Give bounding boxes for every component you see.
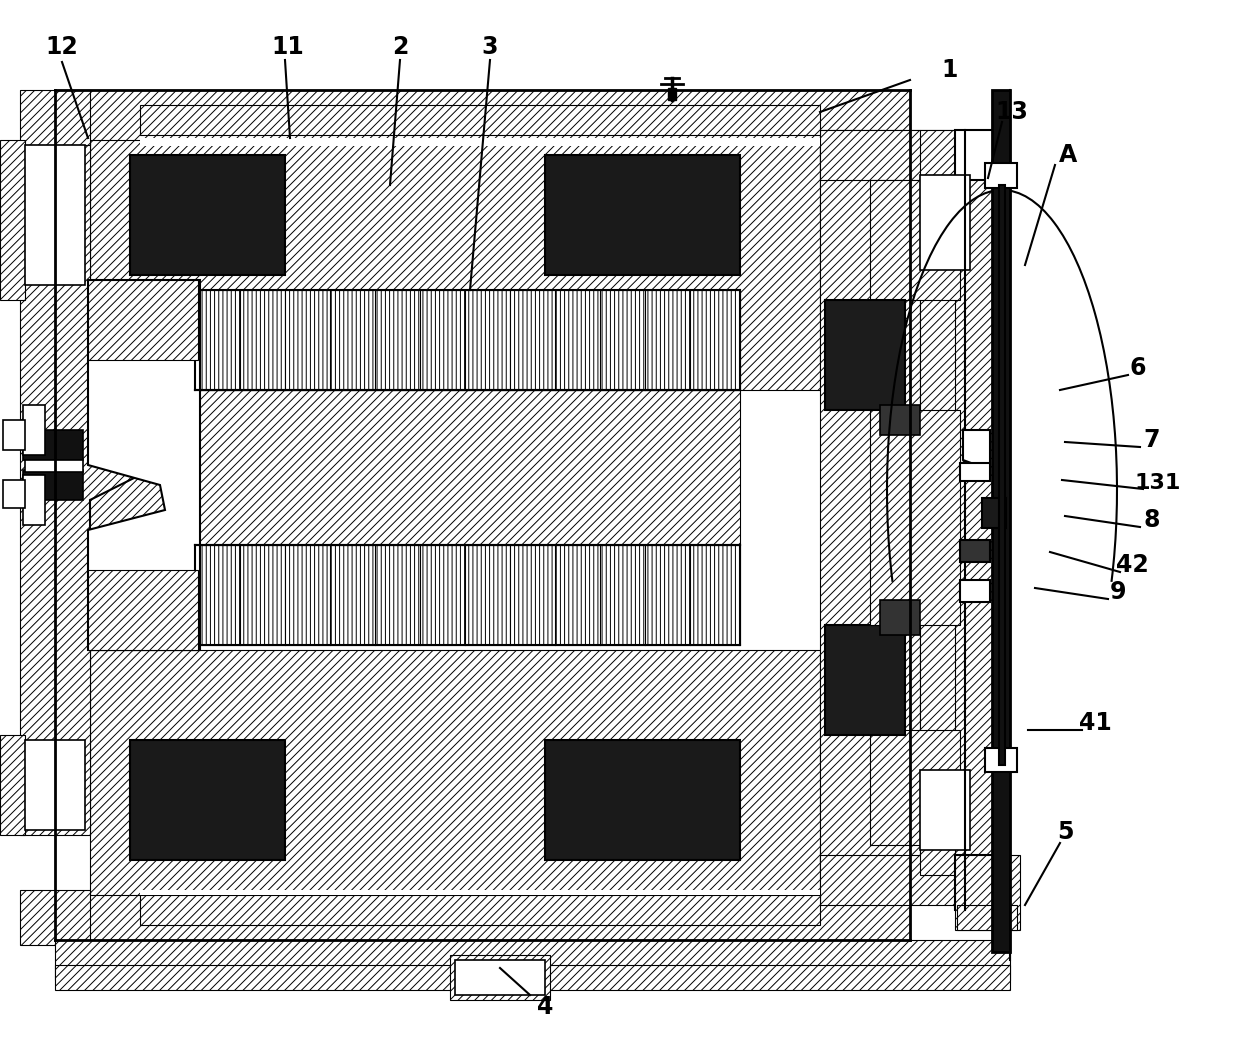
Bar <box>450 956 551 1000</box>
Bar <box>820 130 920 870</box>
Bar <box>140 138 820 146</box>
Text: 7: 7 <box>1143 428 1161 452</box>
Bar <box>91 130 820 390</box>
Text: 41: 41 <box>1079 711 1111 735</box>
Bar <box>88 570 198 650</box>
Bar <box>920 130 965 875</box>
Text: 12: 12 <box>46 35 78 59</box>
Bar <box>2 480 25 508</box>
Bar <box>960 463 990 481</box>
Bar <box>55 90 910 140</box>
Bar <box>870 410 960 625</box>
Bar <box>668 88 676 100</box>
Bar <box>982 498 1006 528</box>
Bar <box>88 295 188 355</box>
Bar <box>960 580 990 602</box>
Text: 5: 5 <box>1056 820 1074 844</box>
Bar <box>20 140 91 835</box>
Bar <box>88 280 198 359</box>
Bar <box>0 735 25 835</box>
Bar <box>130 155 285 275</box>
Bar <box>955 175 1004 855</box>
Bar <box>920 770 970 850</box>
Bar <box>957 905 1017 931</box>
Bar <box>546 740 740 860</box>
Bar <box>130 740 285 860</box>
Bar <box>140 890 820 895</box>
Bar <box>546 155 740 275</box>
Bar <box>25 740 86 830</box>
Text: 3: 3 <box>482 35 498 59</box>
Text: 11: 11 <box>272 35 304 59</box>
Bar <box>20 890 91 945</box>
Bar <box>960 540 990 562</box>
Text: 131: 131 <box>1135 473 1182 493</box>
Bar <box>999 185 1004 765</box>
Bar <box>24 405 45 455</box>
Text: 13: 13 <box>996 100 1028 124</box>
Text: 6: 6 <box>1130 356 1146 380</box>
Bar <box>992 90 1011 952</box>
Text: 4: 4 <box>537 995 553 1019</box>
Bar <box>195 545 740 645</box>
Bar <box>880 600 920 635</box>
Bar <box>25 460 83 472</box>
Bar <box>25 145 86 286</box>
Polygon shape <box>91 286 195 645</box>
Bar <box>955 855 1021 931</box>
Bar <box>20 90 91 145</box>
Bar <box>820 130 965 180</box>
Bar <box>55 940 1011 979</box>
Bar <box>195 290 740 390</box>
Bar <box>195 390 740 545</box>
Bar <box>870 730 960 845</box>
Bar <box>870 180 960 300</box>
Bar <box>55 895 910 945</box>
Bar <box>24 475 45 525</box>
Bar <box>985 748 1017 772</box>
Bar <box>91 650 820 900</box>
Text: 9: 9 <box>1110 580 1126 604</box>
Bar <box>820 855 965 905</box>
Text: 8: 8 <box>1143 508 1161 532</box>
Bar <box>985 163 1017 188</box>
Bar <box>955 130 1011 180</box>
Bar <box>140 105 820 135</box>
Polygon shape <box>963 430 990 470</box>
Bar <box>88 580 188 640</box>
Bar <box>140 895 820 925</box>
Bar <box>55 965 1011 990</box>
Bar <box>0 140 25 300</box>
Polygon shape <box>88 280 200 650</box>
Text: 1: 1 <box>942 58 959 82</box>
Bar <box>955 855 1011 910</box>
Bar <box>920 175 970 270</box>
Bar <box>825 625 905 735</box>
Bar <box>455 960 546 995</box>
Bar <box>825 300 905 410</box>
Bar <box>2 420 25 450</box>
Bar <box>880 405 920 435</box>
Text: A: A <box>1059 143 1078 167</box>
Bar <box>24 430 83 460</box>
Polygon shape <box>91 286 195 645</box>
Text: 42: 42 <box>1116 553 1148 577</box>
Text: 2: 2 <box>392 35 408 59</box>
Bar <box>24 470 83 500</box>
